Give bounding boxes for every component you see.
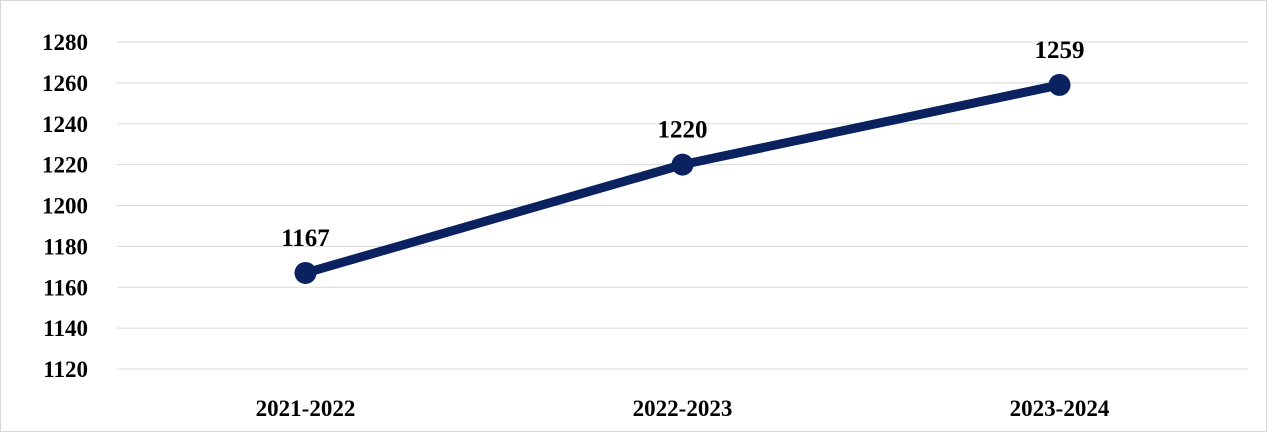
series — [294, 73, 1071, 284]
y-tick-label: 1160 — [43, 275, 88, 300]
y-tick-label: 1140 — [43, 316, 88, 341]
y-tick-label: 1180 — [43, 234, 88, 259]
data-point — [294, 261, 317, 284]
x-tick-label: 2021-2022 — [256, 396, 356, 421]
data-labels: 1167 1220 1259 — [281, 37, 1084, 252]
y-tick-label: 1240 — [42, 112, 88, 137]
x-tick-label: 2022-2023 — [633, 396, 733, 421]
y-tick-label: 1220 — [42, 153, 88, 178]
data-label: 1167 — [281, 225, 330, 252]
y-tick-label: 1280 — [42, 30, 88, 55]
y-axis-tick-labels: 1120 1140 1160 1180 1200 1220 1240 1260 1280 — [42, 30, 88, 382]
y-tick-label: 1120 — [43, 357, 88, 382]
y-tick-label: 1260 — [42, 71, 88, 96]
data-point — [671, 153, 694, 176]
x-tick-label: 2023-2024 — [1010, 396, 1110, 421]
y-tick-label: 1200 — [42, 194, 88, 219]
x-axis-tick-labels: 2021-2022 2022-2023 2023-2024 — [256, 396, 1110, 421]
data-point — [1048, 73, 1071, 96]
data-label: 1220 — [658, 117, 708, 144]
data-label: 1259 — [1035, 37, 1085, 64]
gridlines — [117, 41, 1248, 370]
series-line — [301, 80, 1064, 278]
